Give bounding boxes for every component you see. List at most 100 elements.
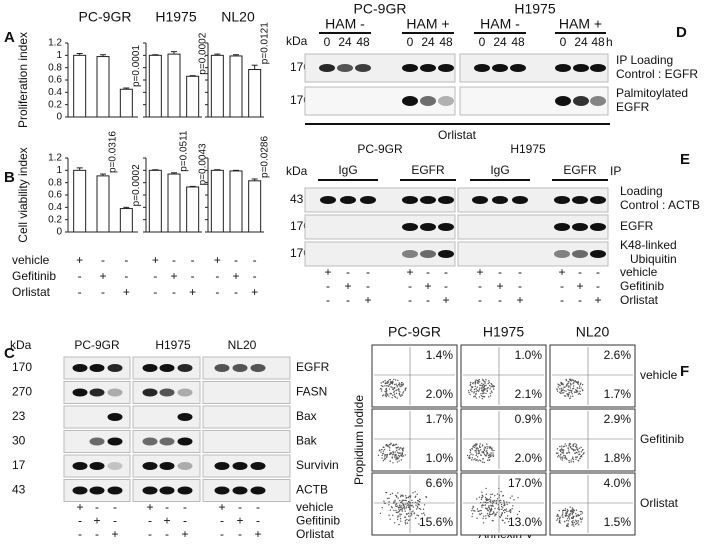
blot-band [510, 64, 526, 72]
blot-band [438, 196, 454, 204]
flow-dot [560, 390, 563, 392]
flow-dot [399, 513, 401, 515]
flow-dot [565, 385, 567, 387]
flow-dot [486, 388, 489, 390]
flow-dot [468, 455, 471, 457]
flow-dot [400, 513, 402, 516]
flow-dot [469, 451, 471, 454]
flow-dot [396, 451, 399, 453]
flow-dot [569, 445, 572, 448]
flow-dot [385, 393, 387, 395]
treatment-sign: - [578, 265, 582, 279]
flow-dot [494, 515, 496, 517]
blot-band [159, 462, 175, 470]
flow-dot [402, 495, 405, 497]
flow-dot [569, 512, 572, 515]
flow-dot [493, 449, 495, 452]
flow-dot [399, 385, 401, 388]
flow-dot [475, 448, 478, 450]
blot-band [72, 388, 88, 397]
flow-dot [385, 389, 388, 392]
p-value: p=0.0316 [108, 131, 119, 173]
flow-dot [400, 382, 403, 384]
flow-dot [564, 508, 567, 510]
flow-dot [469, 448, 471, 451]
flow-dot [471, 508, 474, 510]
flow-dot [488, 396, 490, 398]
treatment-label: Gefitinib [296, 514, 340, 528]
flow-dot [575, 512, 577, 515]
flow-dot [575, 458, 577, 461]
row-label: EGFR [620, 219, 654, 233]
time-label: 24 [421, 35, 435, 49]
flow-dot [417, 500, 420, 502]
blot-band [177, 413, 193, 421]
treatment-sign: - [191, 269, 195, 283]
flow-dot [402, 450, 404, 452]
flow-dot [402, 383, 405, 385]
flow-dot [476, 389, 479, 392]
flow-dot [481, 395, 484, 398]
blot-band [474, 64, 490, 72]
flow-dot [383, 500, 385, 502]
flow-dot [393, 390, 395, 392]
flow-dot [399, 452, 401, 454]
blot-band [438, 250, 454, 258]
flow-dot [481, 504, 483, 507]
kda-label: 170 [12, 360, 32, 374]
percent-upper: 2.9% [604, 412, 632, 426]
flow-dot [386, 385, 388, 387]
flow-dot [502, 519, 504, 522]
flow-dot [491, 385, 493, 387]
flow-dot [381, 448, 383, 451]
flow-dot [577, 383, 579, 385]
blot-band [590, 96, 606, 106]
blot-band [420, 64, 436, 72]
flow-dot [414, 491, 416, 493]
panel-letter: A [4, 29, 15, 46]
percent-upper: 1.4% [426, 348, 454, 362]
flow-dot [471, 459, 473, 461]
treatment-label: vehicle [296, 500, 334, 514]
blot-band [438, 64, 454, 72]
ip-group: EGFR [411, 163, 445, 177]
flow-dot [485, 455, 488, 457]
flow-dot [580, 456, 583, 458]
flow-dot [559, 522, 561, 524]
flow-dot [560, 382, 563, 384]
flow-dot [471, 457, 474, 459]
protein-label: Survivin [296, 458, 339, 472]
flow-dot [579, 457, 581, 459]
treatment-sign: - [215, 285, 219, 299]
flow-dot [473, 388, 476, 391]
treatment-sign: - [220, 527, 224, 541]
bar [167, 173, 181, 233]
blot-band [402, 96, 418, 106]
flow-dot [571, 521, 573, 523]
flow-dot [566, 515, 568, 517]
flow-dot [502, 495, 504, 497]
flow-dot [565, 512, 568, 515]
row-label: Orlistat [640, 496, 679, 510]
treatment-label: Gefitinib [620, 279, 664, 293]
flow-dot [423, 514, 426, 516]
flow-dot [405, 499, 407, 502]
flow-dot [393, 387, 395, 390]
flow-dot [483, 395, 486, 398]
flow-dot [566, 393, 568, 395]
flow-dot [389, 453, 392, 455]
bar [248, 180, 262, 233]
flow-dot [481, 494, 483, 496]
flow-dot [397, 497, 399, 499]
flow-dot [556, 388, 558, 391]
flow-dot [566, 519, 568, 522]
flow-plot [460, 408, 547, 472]
y-axis-label: Propidium Iodide [352, 395, 366, 485]
flow-dot [380, 388, 383, 390]
flow-dot [403, 504, 405, 507]
flow-dot [562, 451, 564, 454]
flow-dot [395, 511, 398, 514]
flow-dot [391, 396, 393, 399]
flow-dot [489, 446, 491, 449]
flow-dot [489, 510, 492, 512]
